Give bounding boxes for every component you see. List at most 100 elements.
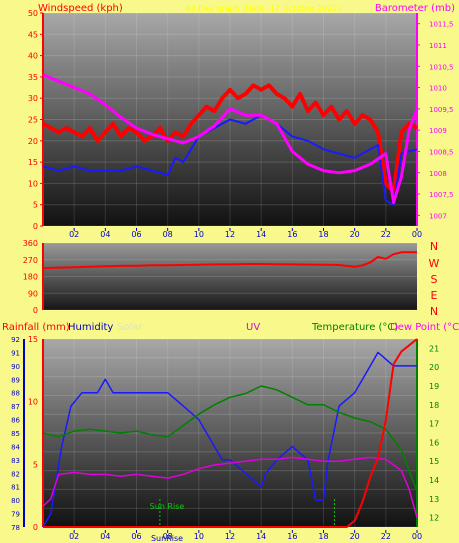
bottom-x-tick: 08 <box>163 532 173 541</box>
compass-s: S <box>431 273 438 286</box>
baro-y-tick: 1007 <box>429 212 447 220</box>
windspeed-label: Windspeed (kph) <box>38 3 123 14</box>
temp-y-tick: 12 <box>429 514 439 523</box>
series-temperature-line <box>42 385 418 492</box>
temp-y-tick: 18 <box>429 401 439 410</box>
wind-x-tick: 02 <box>69 230 79 239</box>
baro-y-tick: 1009,5 <box>429 106 454 114</box>
dewpoint-label: Dew Point (°C) <box>390 322 459 333</box>
direction-y-tick: 270 <box>23 256 38 265</box>
humidity-y-tick: 89 <box>11 376 20 384</box>
humidity-y-tick: 86 <box>11 417 20 425</box>
humidity-y-tick: 80 <box>11 497 20 505</box>
wind-x-tick: 14 <box>256 230 266 239</box>
humidity-y-tick: 82 <box>11 470 20 478</box>
bottom-x-tick: 16 <box>287 532 297 541</box>
baro-y-tick: 1010,5 <box>429 63 454 71</box>
barometer-label: Barometer (mb) <box>375 3 455 14</box>
bottom-x-tick: 02 <box>69 532 79 541</box>
wind-y-tick: 50 <box>28 9 38 18</box>
wind-x-tick: 04 <box>100 230 110 239</box>
temp-y-tick: 15 <box>429 457 439 466</box>
baro-y-tick: 1008,5 <box>429 148 454 156</box>
series-dew-point-line <box>42 456 418 518</box>
solar-label: Solar <box>117 322 143 333</box>
series-barometer-line <box>42 73 419 205</box>
wind-y-tick: 40 <box>28 52 38 61</box>
compass-e: E <box>431 289 438 302</box>
wind-x-tick: 16 <box>287 230 297 239</box>
wind-y-tick: 20 <box>28 137 38 146</box>
wind-y-tick: 5 <box>33 201 38 210</box>
temp-y-tick: 19 <box>429 382 439 391</box>
humidity-y-tick: 81 <box>11 484 20 492</box>
series-humidity-line <box>42 351 417 528</box>
rainfall-label: Rainfall (mm) <box>2 322 70 333</box>
temp-y-tick: 16 <box>429 438 439 447</box>
wind-x-tick: 00 <box>412 230 422 239</box>
direction-y-tick: 90 <box>28 289 38 298</box>
series-direction-line <box>42 251 417 270</box>
humidity-y-tick: 91 <box>11 349 20 357</box>
direction-y-tick: 180 <box>23 273 38 282</box>
humidity-y-tick: 92 <box>11 336 20 344</box>
bottom-x-tick: 12 <box>225 532 235 541</box>
humidity-label: Humidity <box>68 322 113 333</box>
uv-label: UV <box>246 322 260 333</box>
rain-y-tick: 15 <box>28 335 38 344</box>
humidity-y-tick: 88 <box>11 390 20 398</box>
baro-y-tick: 1009 <box>429 127 447 135</box>
wind-x-tick: 22 <box>381 230 391 239</box>
compass-w: W <box>429 257 440 270</box>
series-gust-line <box>42 83 418 194</box>
humidity-y-tick: 83 <box>11 457 20 465</box>
temp-y-tick: 21 <box>429 344 439 353</box>
compass-n-bottom: N <box>430 305 438 318</box>
wind-x-tick: 20 <box>350 230 360 239</box>
compass-n-top: N <box>430 240 438 253</box>
rain-y-tick: 0 <box>33 523 38 532</box>
wind-x-tick: 08 <box>163 230 173 239</box>
baro-y-tick: 1008 <box>429 170 447 178</box>
bottom-x-tick: 00 <box>412 532 422 541</box>
temp-y-tick: 20 <box>429 363 439 372</box>
wind-y-tick: 35 <box>28 73 38 82</box>
humidity-y-tick: 85 <box>11 430 20 438</box>
temp-y-tick: 17 <box>429 420 439 429</box>
humidity-y-tick: 78 <box>11 524 20 532</box>
wind-y-tick: 10 <box>28 179 38 188</box>
humidity-y-tick: 87 <box>11 403 20 411</box>
axes <box>23 12 420 533</box>
wind-x-tick: 18 <box>318 230 328 239</box>
wind-x-tick: 10 <box>194 230 204 239</box>
baro-y-tick: 1011 <box>429 42 447 50</box>
humidity-y-tick: 90 <box>11 363 20 371</box>
bottom-x-tick: 22 <box>381 532 391 541</box>
tick-labels: 0510152025303540455010071007,510081008,5… <box>11 9 453 541</box>
wind-x-tick: 12 <box>225 230 235 239</box>
humidity-y-tick: 84 <box>11 443 20 451</box>
bottom-panel-bg <box>43 339 417 527</box>
direction-y-tick: 360 <box>23 239 38 248</box>
series-average-line <box>42 114 418 206</box>
wind-y-tick: 25 <box>28 116 38 125</box>
rain-y-tick: 10 <box>28 398 38 407</box>
bottom-x-tick: 20 <box>350 532 360 541</box>
bottom-x-tick: 04 <box>100 532 110 541</box>
series-rainfall-line <box>43 338 418 528</box>
bottom-x-tick: 10 <box>194 532 204 541</box>
bottom-x-tick: 18 <box>318 532 328 541</box>
baro-y-tick: 1011,5 <box>429 21 454 29</box>
baro-y-tick: 1007,5 <box>429 191 454 199</box>
sunrise-label-top: Sun Rise <box>150 502 185 511</box>
wind-y-tick: 0 <box>33 222 38 231</box>
temp-y-tick: 14 <box>429 476 439 485</box>
bottom-x-tick: 06 <box>131 532 141 541</box>
direction-y-tick: 0 <box>33 306 38 315</box>
series-lines <box>42 73 419 528</box>
temperature-label: Temperature (°C) <box>311 322 398 333</box>
temp-y-tick: 13 <box>429 495 439 504</box>
chart-date-title: All Day graph (Date: 17 October 2022) <box>185 4 340 13</box>
